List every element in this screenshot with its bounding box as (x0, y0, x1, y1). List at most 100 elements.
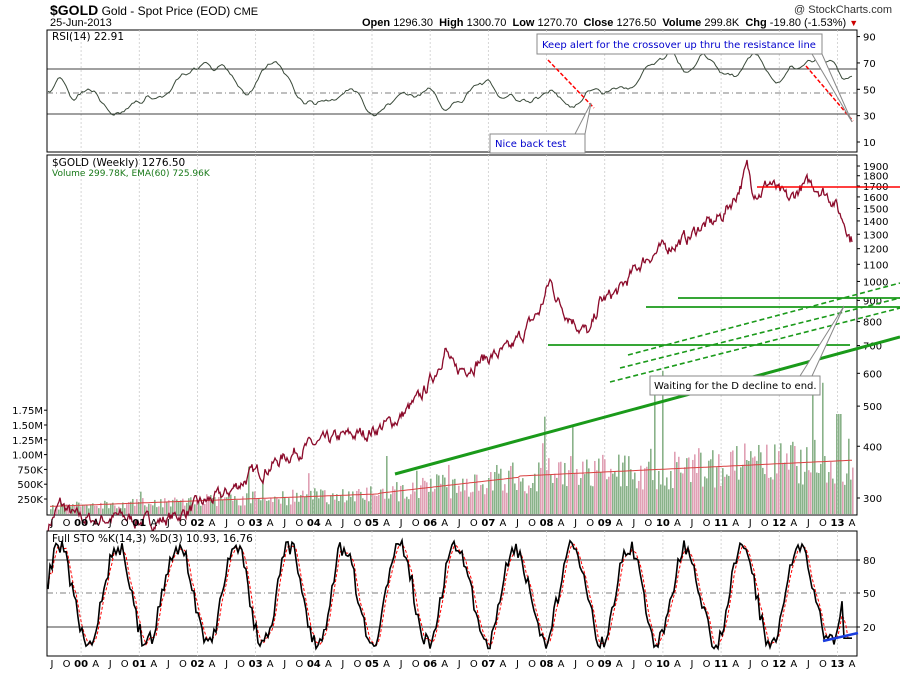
volume-bar (204, 503, 206, 514)
volume-bar (586, 459, 588, 514)
volume-bar (546, 470, 548, 514)
volume-bar (812, 391, 814, 514)
date-tick-label: O (470, 659, 478, 670)
volume-bar (814, 439, 816, 514)
volume-bar (750, 451, 752, 514)
volume-bar (456, 492, 458, 514)
volume-bar (504, 484, 506, 514)
volume-bar (74, 505, 76, 514)
volume-bar (480, 484, 482, 514)
date-tick-label: A (616, 518, 623, 529)
volume-bar (468, 496, 470, 514)
volume-bar (794, 446, 796, 514)
waiting-text: Waiting for the D decline to end. (654, 381, 817, 392)
volume-bar (832, 478, 834, 514)
volume-bar (622, 462, 624, 514)
stochastic-axis: 20 50 80 (857, 556, 876, 634)
volume-bar (672, 488, 674, 514)
volume-bar (416, 470, 418, 514)
volume-bar (700, 452, 702, 514)
date-tick-label: J (690, 659, 694, 670)
date-tick-label: A (790, 518, 797, 529)
volume-bar (544, 416, 546, 514)
volume-bar (610, 468, 612, 514)
date-tick-label: A (558, 659, 565, 670)
volume-bar (80, 506, 82, 514)
high-value: 1300.70 (466, 17, 507, 29)
volume-bar (248, 466, 250, 514)
volume-bar (58, 509, 60, 514)
volume-bar (336, 494, 338, 514)
volume-bar (418, 498, 420, 514)
volume-label: Volume 299.78K, EMA(60) 725.96K (52, 169, 211, 179)
rsi-tick-label: 30 (863, 112, 876, 123)
volume-bar (280, 503, 282, 514)
close-value: 1276.50 (616, 17, 657, 29)
chg-label: Chg (745, 17, 767, 29)
volume-bar (376, 496, 378, 514)
volume-bar (344, 502, 346, 514)
volume-bar (706, 478, 708, 514)
volume-bar (476, 474, 478, 514)
volume-bar (730, 451, 732, 514)
volume-bar (548, 458, 550, 514)
volume-bar (242, 496, 244, 514)
volume-bar (262, 479, 264, 514)
date-tick-label: O (354, 659, 362, 670)
price-axis: 300 400 500 600 700 800 900 1000 1100 1200 1300 140… (857, 162, 888, 505)
volume-bar (444, 477, 446, 514)
volume-bar (662, 370, 664, 514)
volume-bar (186, 502, 188, 514)
volume-bar (56, 507, 58, 514)
date-tick-label: O (761, 518, 769, 529)
volume-bar (734, 470, 736, 514)
date-tick-label: J (166, 518, 170, 529)
volume-bar (502, 490, 504, 514)
volume-bar (404, 498, 406, 514)
volume-bar (118, 506, 120, 514)
volume-bar (682, 473, 684, 514)
volume-bar (678, 456, 680, 514)
volume-tick-label: 750K (17, 465, 43, 476)
exchange-name: CME (233, 6, 259, 18)
volume-bar (230, 494, 232, 514)
volume-bar (576, 469, 578, 514)
stochastic-tick-label: 80 (863, 556, 876, 567)
volume-bar (286, 505, 288, 514)
volume-bar (274, 496, 276, 514)
volume-bar (702, 486, 704, 514)
volume-bar (332, 493, 334, 514)
volume-bar (494, 471, 496, 514)
volume-bar (536, 491, 538, 514)
volume-bar (722, 468, 724, 514)
volume-ema-line (49, 459, 853, 507)
volume-bar (550, 474, 552, 514)
date-tick-label: 10 (656, 659, 670, 670)
ohlc-readout: Open 1296.30 High 1300.70 Low 1270.70 Cl… (362, 17, 858, 29)
date-tick-label: J (340, 659, 344, 670)
volume-bar (126, 504, 128, 514)
date-tick-label: J (282, 659, 286, 670)
stochastic-k-line (47, 537, 852, 651)
volume-bar (426, 482, 428, 514)
price-tick-label: 1300 (863, 230, 888, 241)
date-tick-label: O (63, 659, 71, 670)
volume-bar (414, 491, 416, 514)
volume-bar (534, 473, 536, 514)
volume-bar (732, 450, 734, 514)
volume-bar (656, 489, 658, 514)
volume-bar (608, 476, 610, 514)
volume-bar (482, 484, 484, 514)
volume-bar (168, 500, 170, 514)
volume-bar (604, 459, 606, 514)
volume-bar (222, 499, 224, 514)
close-label: Close (583, 17, 614, 29)
date-tick-label: O (586, 659, 594, 670)
volume-bar (128, 502, 130, 514)
date-tick-label: J (573, 518, 577, 529)
volume-bar (588, 468, 590, 514)
price-label: $GOLD (Weekly) 1276.50 (52, 157, 185, 169)
price-tick-label: 1400 (863, 217, 888, 228)
volume-bar (158, 506, 160, 514)
